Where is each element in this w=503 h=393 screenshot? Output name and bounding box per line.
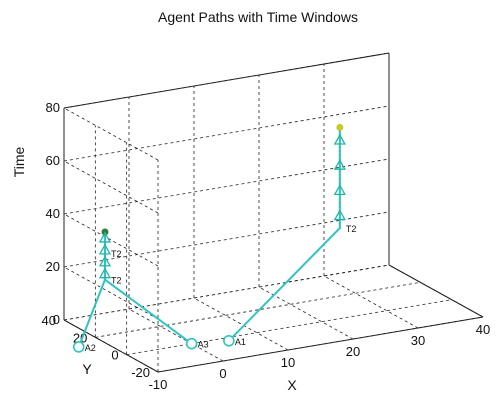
floor-edge-line: [388, 264, 484, 318]
side-wall-grid-line: [63, 107, 159, 161]
marker-layer: [72, 123, 346, 353]
x-tick-label: 40: [476, 322, 490, 337]
point-label: A1: [235, 337, 246, 347]
x-tick-label: 10: [281, 355, 295, 370]
agent-path-line: [104, 278, 193, 345]
y-tick-label: 0: [111, 348, 118, 363]
z-tick-label: 80: [46, 100, 60, 115]
floor-grid-line: [128, 308, 224, 362]
x-tick-label: 20: [346, 344, 360, 359]
y-tick-label: 40: [42, 313, 56, 328]
y-axis-label: Y: [82, 361, 92, 377]
time-window-marker: [98, 267, 112, 279]
y-tick-label: -20: [131, 365, 150, 380]
side-wall-grid-line: [63, 160, 159, 214]
z-tick-label: 40: [46, 206, 60, 221]
z-tick-label: 60: [46, 153, 60, 168]
x-tick-label: 30: [411, 333, 425, 348]
time-window-end-marker: [336, 123, 344, 131]
chart-title: Agent Paths with Time Windows: [158, 9, 358, 25]
point-label: A2: [85, 343, 96, 353]
grid-layer: [63, 52, 484, 373]
top-edge-line: [63, 52, 390, 109]
path-layer: [77, 127, 341, 348]
floor-grid-line: [323, 275, 419, 329]
back-wall-grid-line: [63, 264, 390, 321]
x-axis-label: X: [287, 377, 297, 393]
point-label: T2: [346, 224, 357, 234]
z-axis-label: Time: [11, 146, 27, 177]
y-axis-line: [63, 319, 159, 373]
floor-grid-line: [126, 299, 452, 356]
x-tick-label: 0: [219, 366, 226, 381]
point-label: T2: [111, 276, 122, 286]
x-axis-line: [157, 316, 484, 373]
z-tick-label: 0: [53, 312, 60, 327]
back-wall-grid-line: [63, 211, 390, 268]
agent-start-marker: [223, 334, 235, 347]
point-label: A3: [198, 340, 209, 350]
point-label: T2: [111, 249, 122, 259]
agent-path-line: [228, 127, 341, 342]
floor-grid-line: [95, 281, 421, 338]
z-tick-label: 20: [46, 259, 60, 274]
time-window-marker: [333, 184, 346, 196]
back-wall-grid-line: [63, 105, 390, 162]
time-window-marker: [333, 133, 346, 145]
time-window-marker: [98, 231, 112, 243]
agent-start-marker: [72, 341, 85, 353]
time-window-marker: [333, 158, 346, 170]
time-window-marker: [98, 243, 112, 255]
back-wall-grid-line: [63, 158, 390, 215]
label-layer: A1 A2 A3 T2 T2 T2: [85, 224, 357, 353]
agent-start-marker: [185, 337, 198, 350]
time-window-marker: [98, 255, 112, 267]
x-tick-label: -10: [149, 377, 168, 392]
time-window-marker: [333, 209, 346, 221]
